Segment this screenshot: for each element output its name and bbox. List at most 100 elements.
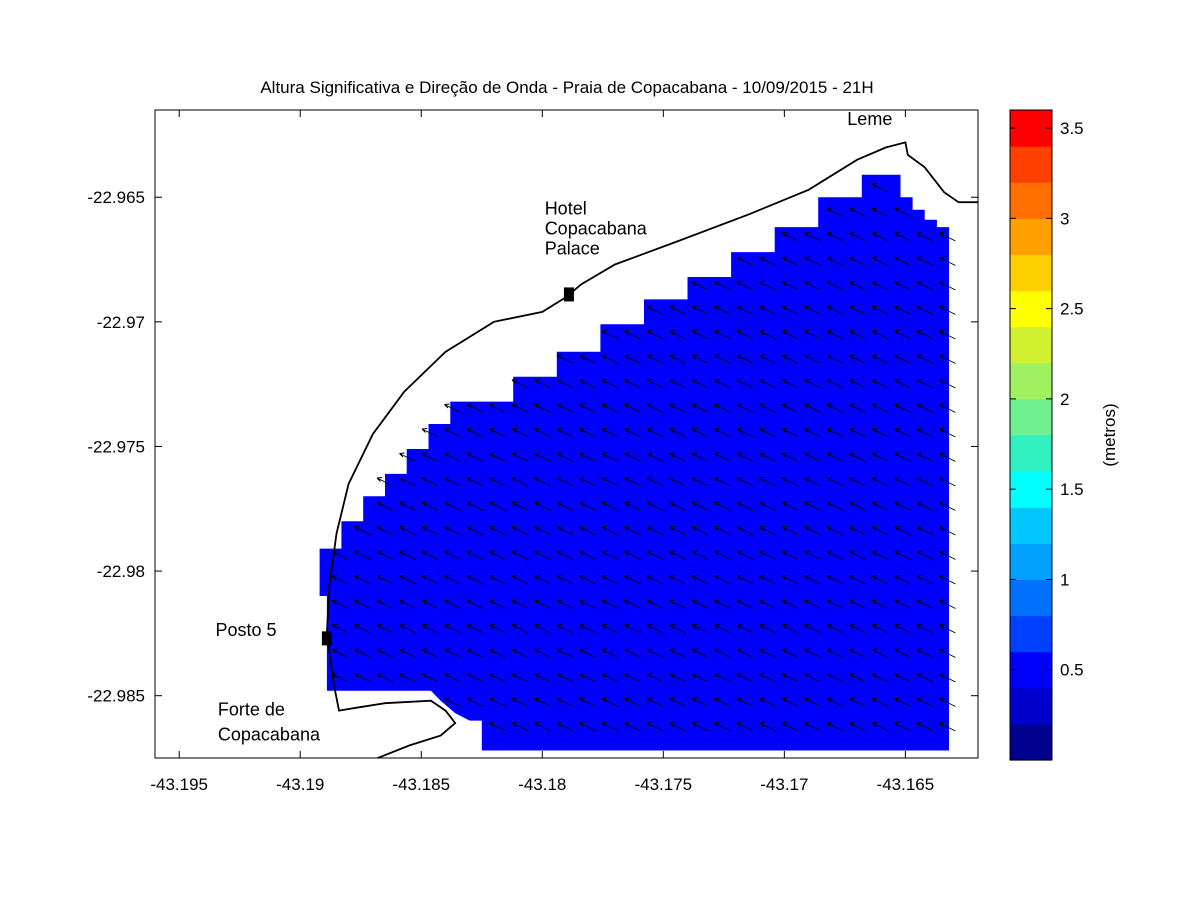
colorbar-swatch xyxy=(1010,146,1052,183)
wave-arrow xyxy=(736,599,754,609)
wave-arrow xyxy=(691,648,709,658)
wave-arrow xyxy=(759,354,776,364)
wave-arrow xyxy=(849,354,866,364)
wave-arrow xyxy=(849,452,866,462)
wave-arrow xyxy=(736,673,754,683)
wave-arrow xyxy=(781,428,799,438)
wave-arrow xyxy=(736,428,754,438)
wave-arrow xyxy=(714,354,731,364)
wave-arrow xyxy=(624,599,641,609)
wave-arrow xyxy=(669,428,686,438)
wave-arrow xyxy=(646,673,664,683)
wave-arrow xyxy=(556,550,574,560)
x-tick-label: -43.175 xyxy=(634,775,692,794)
wave-arrow xyxy=(579,599,596,609)
wave-arrow xyxy=(826,428,844,438)
wave-arrow xyxy=(759,452,776,462)
wave-arrow xyxy=(624,673,641,683)
wave-arrow xyxy=(939,477,956,487)
wave-arrow xyxy=(916,477,934,487)
wave-arrow xyxy=(646,428,664,438)
wave-arrow xyxy=(511,550,529,560)
wave-arrow xyxy=(826,256,844,266)
wave-arrow xyxy=(579,673,596,683)
wave-arrow xyxy=(826,477,844,487)
place-label: Posto 5 xyxy=(216,620,277,640)
wave-arrow xyxy=(534,624,551,634)
wave-arrow xyxy=(444,624,461,634)
wave-arrow xyxy=(714,403,731,413)
colorbar-tick-label: 3 xyxy=(1060,209,1069,228)
wave-arrow xyxy=(534,673,551,683)
wave-arrow xyxy=(579,697,596,707)
wave-arrow xyxy=(511,599,529,609)
wave-arrow xyxy=(871,403,889,413)
wave-arrow xyxy=(916,379,934,389)
wave-arrow xyxy=(916,697,934,707)
wave-arrow xyxy=(601,354,619,364)
wave-arrow xyxy=(489,599,506,609)
wave-arrow xyxy=(646,624,664,634)
wave-arrow xyxy=(534,452,551,462)
colorbar-swatch xyxy=(1010,182,1052,219)
wave-arrow xyxy=(354,550,371,560)
wave-arrow xyxy=(556,599,574,609)
wave-arrow xyxy=(691,379,709,389)
wave-arrow xyxy=(511,452,529,462)
wave-arrow xyxy=(466,550,484,560)
wave-arrow xyxy=(826,648,844,658)
wave-arrow xyxy=(939,648,956,658)
wave-arrow xyxy=(556,501,574,511)
wave-arrow xyxy=(894,379,911,389)
wave-arrow xyxy=(939,281,956,291)
wave-arrow xyxy=(624,452,641,462)
colorbar-swatch xyxy=(1010,471,1052,508)
wave-arrow xyxy=(601,428,619,438)
x-tick-label: -43.195 xyxy=(150,775,208,794)
wave-arrow xyxy=(624,354,641,364)
wave-arrow xyxy=(826,452,844,462)
wave-height-field xyxy=(319,174,950,751)
wave-arrow xyxy=(579,403,596,413)
wave-arrow xyxy=(871,501,889,511)
wave-arrow xyxy=(691,501,709,511)
wave-arrow xyxy=(399,599,416,609)
wave-arrow xyxy=(466,428,484,438)
colorbar-tick-label: 3.5 xyxy=(1060,119,1084,138)
colorbar-swatch xyxy=(1010,615,1052,653)
wave-arrow xyxy=(939,305,956,315)
colorbar-ticks: 0.5 1 1.5 2 2.5 3 3.5 xyxy=(1010,119,1084,680)
colorbar-tick-label: 2 xyxy=(1060,390,1069,409)
wave-arrow xyxy=(691,575,709,585)
wave-arrow xyxy=(871,526,889,536)
wave-arrow xyxy=(736,575,754,585)
wave-arrow xyxy=(466,673,484,683)
wave-arrow xyxy=(804,697,821,707)
wave-arrow xyxy=(916,526,934,536)
wave-arrow xyxy=(534,648,551,658)
wave-arrow xyxy=(669,697,686,707)
wave-arrow xyxy=(736,722,754,732)
wave-arrow xyxy=(714,624,731,634)
wave-arrow xyxy=(894,428,911,438)
wave-arrow xyxy=(421,501,439,511)
wave-arrow xyxy=(714,428,731,438)
place-label: Copacabana xyxy=(218,725,321,745)
wave-arrow xyxy=(354,673,371,683)
wave-arrow xyxy=(826,403,844,413)
wave-arrow xyxy=(646,697,664,707)
wave-arrow xyxy=(714,673,731,683)
wave-arrow xyxy=(691,477,709,487)
colorbar-swatch xyxy=(1010,543,1052,581)
map-title: Altura Significativa e Direção de Onda -… xyxy=(260,78,873,97)
wave-arrow xyxy=(871,232,889,242)
wave-arrow xyxy=(916,256,934,266)
wave-arrow xyxy=(939,256,956,266)
wave-arrow xyxy=(781,281,799,291)
wave-arrow xyxy=(849,526,866,536)
wave-arrow xyxy=(894,575,911,585)
wave-arrow xyxy=(894,648,911,658)
wave-arrow xyxy=(714,575,731,585)
